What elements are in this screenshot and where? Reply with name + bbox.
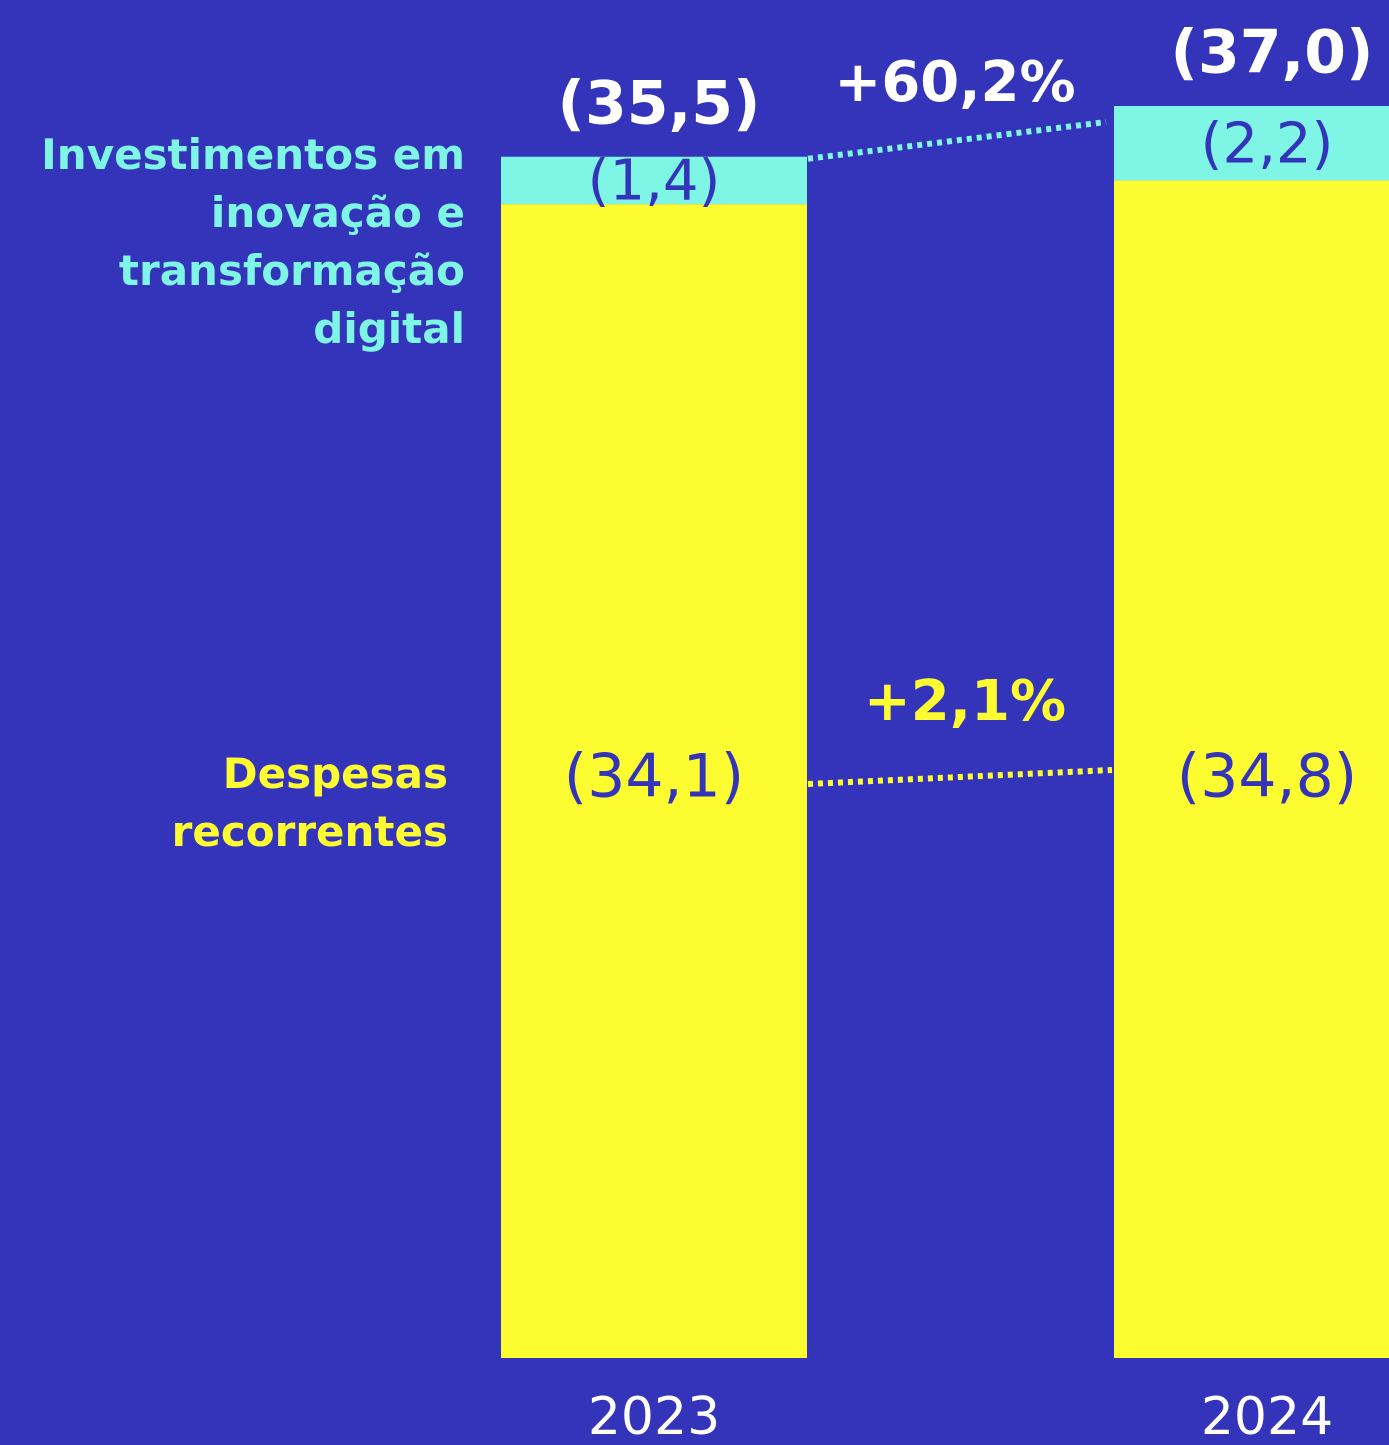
total-label: (35,5) bbox=[558, 68, 761, 138]
segment-label: (2,2) bbox=[1201, 111, 1334, 176]
bar-segment bbox=[1114, 180, 1389, 1358]
total-label: (37,0) bbox=[1171, 18, 1374, 88]
x-tick-label: 2023 bbox=[588, 1387, 720, 1445]
bar-segment bbox=[1114, 106, 1389, 181]
bar-segment bbox=[501, 156, 807, 205]
series-label: Despesas recorrentes bbox=[171, 749, 448, 856]
bar-segment bbox=[501, 204, 807, 1358]
segment-label: (1,4) bbox=[588, 149, 721, 214]
segment-label: (34,8) bbox=[1177, 742, 1357, 812]
connector bbox=[807, 119, 1107, 162]
x-tick-label: 2024 bbox=[1201, 1387, 1333, 1445]
segment-label: (34,1) bbox=[564, 742, 744, 812]
annotation: +2,1% bbox=[864, 669, 1066, 734]
series-label: Investimentos em inovação e transformaçã… bbox=[41, 130, 465, 353]
connector bbox=[807, 767, 1113, 787]
annotation: +60,2% bbox=[834, 50, 1075, 115]
